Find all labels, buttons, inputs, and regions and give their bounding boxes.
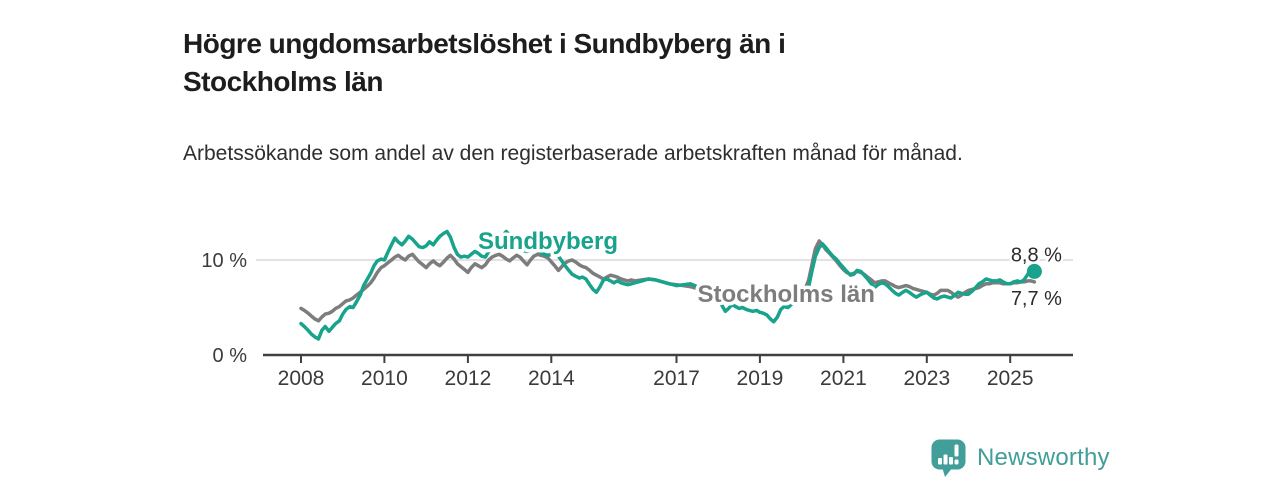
logo-exclamation-dot bbox=[954, 459, 959, 465]
series-label-sundbyberg: Sundbyberg bbox=[478, 228, 618, 255]
x-tick-label: 2010 bbox=[361, 367, 408, 390]
logo-bar-1 bbox=[938, 458, 942, 465]
logo-bubble-tail bbox=[942, 467, 953, 477]
series-label-stockholms-lan: Stockholms län bbox=[698, 281, 875, 308]
x-tick-label: 2021 bbox=[820, 367, 867, 390]
x-tick-label: 2017 bbox=[653, 367, 700, 390]
series-line-sundbyberg bbox=[299, 229, 1037, 341]
x-tick-label: 2012 bbox=[445, 367, 492, 390]
logo-bar-2 bbox=[943, 454, 948, 465]
newsworthy-brand-text: Newsworthy bbox=[977, 444, 1110, 471]
y-tick-label: 0 % bbox=[213, 345, 248, 367]
logo-bubble bbox=[931, 439, 966, 470]
logo-bar-3 bbox=[949, 457, 953, 465]
newsworthy-logo-icon bbox=[931, 439, 966, 477]
x-tick-label: 2023 bbox=[903, 367, 950, 390]
end-value-label-sundbyberg: 8,8 % bbox=[1011, 244, 1062, 266]
chart-subtitle: Arbetssökande som andel av den registerb… bbox=[183, 142, 963, 165]
logo-exclamation-bar bbox=[954, 444, 959, 457]
x-tick-label: 2008 bbox=[278, 367, 325, 390]
y-tick-label: 10 % bbox=[201, 250, 247, 272]
series-line-stockholms-lan bbox=[299, 239, 1037, 323]
x-tick-label: 2025 bbox=[987, 367, 1034, 390]
x-tick-label: 2014 bbox=[528, 367, 575, 390]
series-end-dot-sundbyberg bbox=[1026, 263, 1042, 279]
end-value-label-stockholms-lan: 7,7 % bbox=[1011, 288, 1062, 310]
chart-title: Högre ungdomsarbetslöshet i Sundbyberg ä… bbox=[183, 27, 786, 97]
x-tick-label: 2019 bbox=[737, 367, 784, 390]
newsworthy-logo: Newsworthy bbox=[930, 438, 1110, 478]
